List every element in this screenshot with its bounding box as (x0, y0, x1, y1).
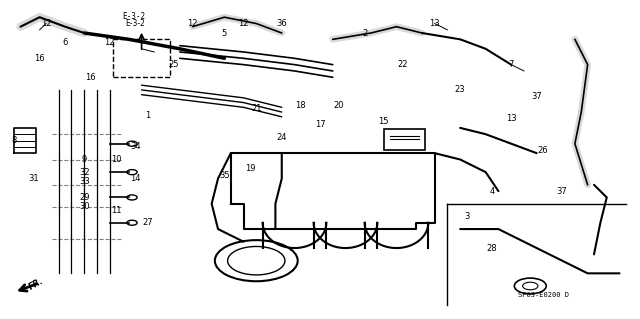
Text: 37: 37 (557, 187, 568, 196)
Text: 26: 26 (538, 145, 548, 154)
Text: 14: 14 (130, 174, 140, 183)
Text: 16: 16 (35, 54, 45, 63)
Text: 12: 12 (104, 38, 115, 47)
Text: 33: 33 (79, 177, 90, 186)
Text: 6: 6 (63, 38, 68, 47)
Text: 36: 36 (276, 19, 287, 28)
Text: 3: 3 (464, 212, 469, 221)
Text: 4: 4 (490, 187, 495, 196)
Text: 16: 16 (85, 73, 96, 82)
Text: 20: 20 (334, 101, 344, 110)
Text: 25: 25 (168, 60, 179, 69)
Text: 12: 12 (188, 19, 198, 28)
Text: FR.: FR. (28, 277, 45, 292)
Text: 34: 34 (130, 142, 141, 151)
Text: 31: 31 (28, 174, 38, 183)
Text: 13: 13 (506, 114, 516, 123)
Text: E-3-2: E-3-2 (122, 12, 145, 21)
Text: 24: 24 (276, 133, 287, 142)
Text: 8: 8 (12, 136, 17, 145)
Text: 22: 22 (397, 60, 408, 69)
Text: E-3-2: E-3-2 (125, 19, 145, 28)
Text: 12: 12 (238, 19, 249, 28)
Text: 5: 5 (222, 28, 227, 38)
Text: 15: 15 (378, 117, 389, 126)
Text: 11: 11 (111, 206, 122, 215)
Text: 10: 10 (111, 155, 122, 164)
Text: 9: 9 (82, 155, 87, 164)
Text: 28: 28 (487, 243, 497, 253)
Text: 23: 23 (455, 85, 465, 94)
Text: 7: 7 (508, 60, 514, 69)
FancyBboxPatch shape (384, 130, 425, 150)
Text: 21: 21 (251, 104, 262, 113)
Text: 29: 29 (79, 193, 90, 202)
Text: 17: 17 (315, 120, 325, 129)
Text: 18: 18 (296, 101, 306, 110)
Text: 35: 35 (219, 171, 230, 180)
Text: 19: 19 (244, 165, 255, 174)
Text: SP03-E0200 D: SP03-E0200 D (518, 293, 568, 299)
Text: 12: 12 (41, 19, 51, 28)
Text: 37: 37 (531, 92, 542, 101)
Text: 13: 13 (429, 19, 440, 28)
Text: 30: 30 (79, 203, 90, 211)
Text: 27: 27 (143, 218, 153, 227)
Text: 2: 2 (362, 28, 367, 38)
Text: 32: 32 (79, 168, 90, 177)
Text: 1: 1 (145, 111, 150, 120)
